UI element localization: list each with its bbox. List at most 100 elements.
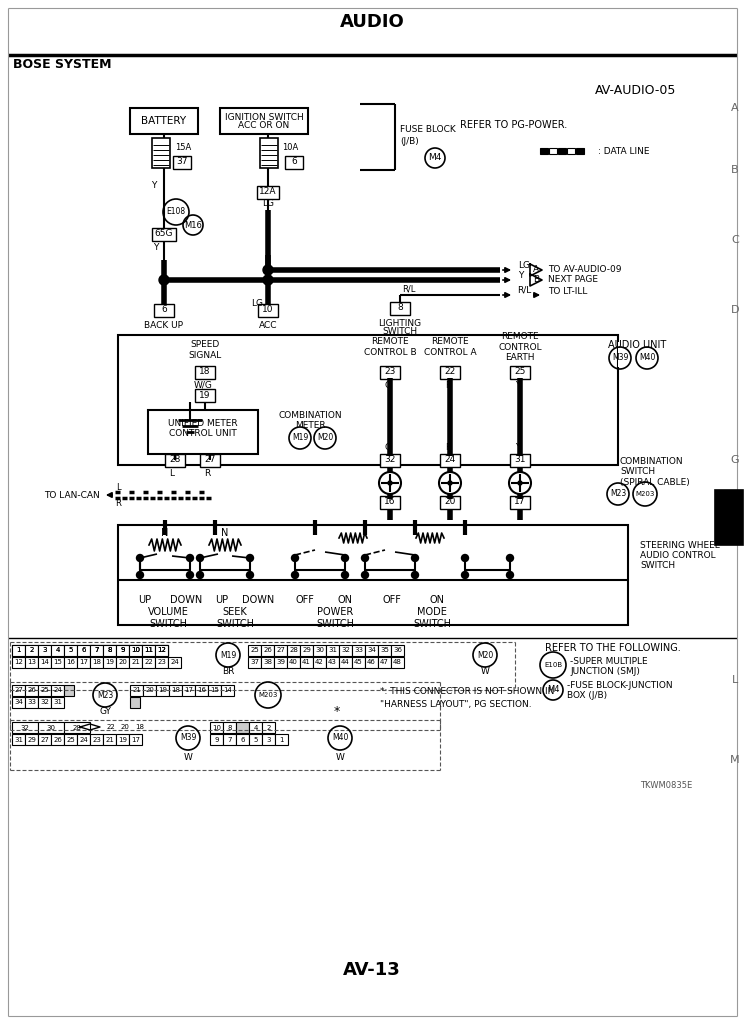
Text: 15A: 15A [175, 143, 191, 153]
Text: M19: M19 [292, 433, 308, 442]
Bar [173, 156, 191, 169]
Bar [510, 366, 530, 379]
Text: 6: 6 [161, 305, 167, 314]
Bar [142, 645, 155, 656]
Bar [313, 657, 326, 668]
Text: UP: UP [139, 595, 151, 605]
Circle shape [361, 555, 369, 561]
Text: 10: 10 [131, 647, 140, 653]
Text: W: W [183, 753, 192, 762]
Bar [51, 685, 64, 696]
Text: 4: 4 [55, 647, 60, 653]
Text: VOLUME
SWITCH: VOLUME SWITCH [148, 607, 188, 629]
Bar [262, 722, 275, 733]
Text: BR: BR [222, 668, 234, 677]
Text: Y: Y [153, 244, 158, 253]
Text: 28: 28 [72, 725, 81, 730]
Text: M39: M39 [612, 353, 628, 362]
Circle shape [186, 555, 194, 561]
Text: SWITCH: SWITCH [640, 560, 675, 569]
Bar [12, 722, 38, 733]
Bar [25, 697, 38, 708]
Circle shape [263, 265, 273, 275]
Text: (SPIRAL CABLE): (SPIRAL CABLE) [620, 477, 690, 486]
Bar [236, 722, 249, 733]
Text: Y: Y [516, 381, 521, 389]
Text: N: N [162, 528, 168, 538]
Text: 8: 8 [227, 725, 232, 730]
Text: D: D [731, 305, 739, 315]
Text: FUSE BLOCK: FUSE BLOCK [400, 126, 456, 134]
Bar [200, 454, 220, 467]
Text: 2: 2 [266, 725, 270, 730]
Bar [365, 645, 378, 656]
Text: 5: 5 [69, 647, 73, 653]
Text: 10: 10 [131, 647, 140, 653]
Bar [221, 685, 234, 696]
Bar [155, 645, 168, 656]
Bar [25, 657, 38, 668]
Text: R/L: R/L [402, 285, 416, 294]
Bar [275, 734, 288, 745]
Bar [130, 108, 198, 134]
Text: BOX (J/B): BOX (J/B) [567, 691, 607, 700]
Text: REMOTE
CONTROL B: REMOTE CONTROL B [364, 337, 416, 356]
Bar [77, 645, 90, 656]
Bar [390, 301, 410, 314]
Text: ON: ON [430, 595, 445, 605]
Text: 10A: 10A [282, 143, 298, 153]
Text: 25: 25 [250, 647, 259, 653]
Bar [155, 645, 168, 656]
Text: M203: M203 [259, 692, 278, 698]
Text: 10: 10 [262, 305, 273, 314]
Text: 8: 8 [107, 647, 112, 653]
Bar [129, 734, 142, 745]
Bar [103, 657, 116, 668]
Bar [380, 496, 400, 509]
Text: 16: 16 [197, 687, 206, 693]
Bar [64, 722, 90, 733]
Text: (J/B): (J/B) [400, 137, 419, 146]
Text: 9: 9 [120, 647, 124, 653]
Text: OFF: OFF [383, 595, 402, 605]
Bar [152, 138, 170, 168]
Bar [365, 657, 378, 668]
Text: TO LT-ILL: TO LT-ILL [548, 288, 587, 297]
Text: 3: 3 [42, 647, 47, 653]
Text: 6: 6 [81, 647, 86, 653]
Bar [77, 645, 90, 656]
Text: M40: M40 [332, 733, 348, 742]
Text: 14: 14 [223, 687, 232, 693]
Bar [51, 645, 64, 656]
Bar [156, 685, 169, 696]
Bar [64, 734, 77, 745]
Text: W/G: W/G [194, 381, 212, 389]
Text: 8: 8 [397, 303, 403, 312]
Text: 10: 10 [212, 725, 221, 730]
Bar [326, 645, 339, 656]
Bar [12, 685, 25, 696]
Text: "HARNESS LAYOUT", PG SECTION.: "HARNESS LAYOUT", PG SECTION. [380, 699, 532, 709]
Text: : DATA LINE: : DATA LINE [598, 146, 650, 156]
Bar [25, 645, 38, 656]
Text: ON: ON [337, 595, 352, 605]
Bar [142, 645, 155, 656]
Circle shape [518, 481, 522, 485]
Circle shape [247, 555, 253, 561]
Bar [274, 645, 287, 656]
Bar [223, 734, 236, 745]
Bar [195, 388, 215, 401]
Text: 11: 11 [144, 647, 153, 653]
Bar [129, 657, 142, 668]
Text: 17: 17 [131, 736, 140, 742]
Circle shape [341, 571, 349, 579]
Text: 5: 5 [69, 647, 73, 653]
Text: 31: 31 [514, 456, 526, 465]
Text: 20: 20 [121, 724, 130, 730]
Bar [248, 645, 261, 656]
Text: 18: 18 [135, 724, 144, 730]
Bar [148, 410, 258, 454]
Text: 7: 7 [227, 736, 232, 742]
Circle shape [291, 571, 299, 579]
Bar [51, 697, 64, 708]
